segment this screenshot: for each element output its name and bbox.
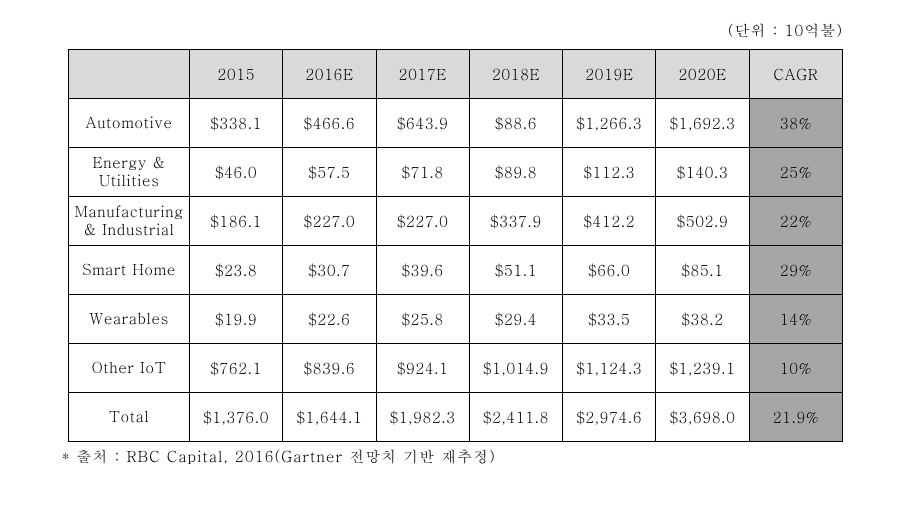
iot-market-table: 2015 2016E 2017E 2018E 2019E 2020E CAGR … [68, 49, 843, 442]
cell: $337.9 [469, 197, 562, 246]
col-header-2019e: 2019E [563, 50, 656, 99]
cell: $1,982.3 [376, 393, 469, 442]
cell: $19.9 [190, 295, 283, 344]
cell: $112.3 [563, 148, 656, 197]
cell: $39.6 [376, 246, 469, 295]
cell: $2,974.6 [563, 393, 656, 442]
cell: $186.1 [190, 197, 283, 246]
cell: $643.9 [376, 99, 469, 148]
cell: $466.6 [283, 99, 376, 148]
cell: $1,376.0 [190, 393, 283, 442]
cagr-cell: 38% [749, 99, 842, 148]
row-label: Manufacturing & Industrial [69, 197, 190, 246]
cell: $33.5 [563, 295, 656, 344]
source-footnote: * 출처 : RBC Capital, 2016(Gartner 전망치 기반 … [20, 446, 891, 467]
cell: $22.6 [283, 295, 376, 344]
cell: $25.8 [376, 295, 469, 344]
cell: $140.3 [656, 148, 749, 197]
table-row: Other IoT $762.1 $839.6 $924.1 $1,014.9 … [69, 344, 843, 393]
table-row: Automotive $338.1 $466.6 $643.9 $88.6 $1… [69, 99, 843, 148]
row-label: Wearables [69, 295, 190, 344]
table-header-row: 2015 2016E 2017E 2018E 2019E 2020E CAGR [69, 50, 843, 99]
cell: $1,266.3 [563, 99, 656, 148]
cell: $1,644.1 [283, 393, 376, 442]
cell: $71.8 [376, 148, 469, 197]
row-label: Total [69, 393, 190, 442]
col-header-2020e: 2020E [656, 50, 749, 99]
cagr-cell: 14% [749, 295, 842, 344]
cell: $38.2 [656, 295, 749, 344]
cell: $338.1 [190, 99, 283, 148]
cell: $227.0 [283, 197, 376, 246]
cell: $412.2 [563, 197, 656, 246]
table-row: Smart Home $23.8 $30.7 $39.6 $51.1 $66.0… [69, 246, 843, 295]
unit-label: (단위 : 10억불) [20, 20, 891, 41]
cell: $89.8 [469, 148, 562, 197]
cell: $85.1 [656, 246, 749, 295]
cell: $66.0 [563, 246, 656, 295]
cell: $23.8 [190, 246, 283, 295]
row-label: Other IoT [69, 344, 190, 393]
col-header-cagr: CAGR [749, 50, 842, 99]
cagr-cell: 29% [749, 246, 842, 295]
cell: $1,014.9 [469, 344, 562, 393]
cell: $924.1 [376, 344, 469, 393]
table-row: Manufacturing & Industrial $186.1 $227.0… [69, 197, 843, 246]
table-row: Wearables $19.9 $22.6 $25.8 $29.4 $33.5 … [69, 295, 843, 344]
cell: $46.0 [190, 148, 283, 197]
cell: $51.1 [469, 246, 562, 295]
cell: $1,124.3 [563, 344, 656, 393]
cell: $1,692.3 [656, 99, 749, 148]
row-label: Energy & Utilities [69, 148, 190, 197]
col-header-2015: 2015 [190, 50, 283, 99]
cell: $2,411.8 [469, 393, 562, 442]
cagr-cell: 21.9% [749, 393, 842, 442]
cagr-cell: 22% [749, 197, 842, 246]
col-header-2017e: 2017E [376, 50, 469, 99]
cell: $88.6 [469, 99, 562, 148]
cell: $57.5 [283, 148, 376, 197]
table-container: 2015 2016E 2017E 2018E 2019E 2020E CAGR … [20, 49, 891, 442]
cell: $29.4 [469, 295, 562, 344]
row-label: Smart Home [69, 246, 190, 295]
table-body: Automotive $338.1 $466.6 $643.9 $88.6 $1… [69, 99, 843, 442]
cell: $502.9 [656, 197, 749, 246]
row-label: Automotive [69, 99, 190, 148]
col-header-2018e: 2018E [469, 50, 562, 99]
table-row-total: Total $1,376.0 $1,644.1 $1,982.3 $2,411.… [69, 393, 843, 442]
cell: $227.0 [376, 197, 469, 246]
cell: $30.7 [283, 246, 376, 295]
cagr-cell: 10% [749, 344, 842, 393]
cagr-cell: 25% [749, 148, 842, 197]
cell: $762.1 [190, 344, 283, 393]
col-header-2016e: 2016E [283, 50, 376, 99]
cell: $1,239.1 [656, 344, 749, 393]
cell: $839.6 [283, 344, 376, 393]
cell: $3,698.0 [656, 393, 749, 442]
col-header-blank [69, 50, 190, 99]
table-row: Energy & Utilities $46.0 $57.5 $71.8 $89… [69, 148, 843, 197]
